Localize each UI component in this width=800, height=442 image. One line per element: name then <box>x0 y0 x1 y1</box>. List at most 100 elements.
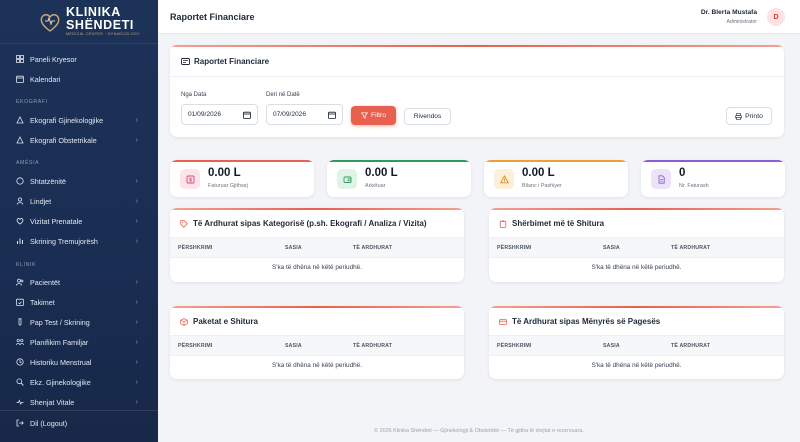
table-card-title: Të Ardhurat sipas Kategorisë (p.sh. Ekog… <box>193 219 427 228</box>
filter-button[interactable]: Filtro <box>351 106 396 125</box>
stat-card-total-billed: $ 0.00 L Faturuar Gjithsej <box>170 160 314 197</box>
sidebar-item-ekografi-obstetrikale[interactable]: Ekografi Obstetrikale › <box>0 131 158 149</box>
table-card-revenue-by-payment: Të Ardhurat sipas Mënyrës së Pagesës PËR… <box>489 306 784 379</box>
table-header-row: PËRSHKRIMI SASIA TË ARDHURAT <box>489 238 784 258</box>
column-header-quantity: SASIA <box>603 343 620 349</box>
calendar-icon[interactable] <box>243 111 251 119</box>
stat-label: Nr. Faturash <box>679 183 709 189</box>
table-card-header: Shërbimet më të Shitura <box>489 210 784 238</box>
column-header-quantity: SASIA <box>285 245 302 251</box>
sidebar-item-lindjet[interactable]: Lindjet › <box>0 192 158 210</box>
sidebar-item-label: Ekografi Obstetrikale <box>30 135 97 145</box>
printer-icon <box>735 112 742 120</box>
sidebar-item-label: Pap Test / Skrining <box>30 317 90 327</box>
package-icon <box>180 317 188 326</box>
sidebar-item-ekz-gjinekologjike[interactable]: Ekz. Gjinekologjike › <box>0 373 158 391</box>
sidebar-item-shtatzenite[interactable]: Shtatzënitë › <box>0 172 158 190</box>
sidebar-item-pap-test[interactable]: Pap Test / Skrining › <box>0 313 158 331</box>
table-header-row: PËRSHKRIMI SASIA TË ARDHURAT <box>489 336 784 356</box>
document-icon <box>651 169 671 189</box>
sidebar: KLINIKA SHËNDETI MEDICAL CENTER · GYNAEC… <box>0 0 158 442</box>
filter-card-header: Raportet Financiare <box>170 47 784 77</box>
sidebar-item-skrining-tremujoresh[interactable]: Skrining Tremujorësh › <box>0 232 158 250</box>
sidebar-item-label: Pacientët <box>30 277 60 287</box>
stat-value: 0.00 L <box>522 167 555 179</box>
column-header-revenue: TË ARDHURAT <box>671 245 711 251</box>
sidebar-item-label: Lindjet <box>30 196 52 206</box>
clipboard-icon <box>499 220 507 228</box>
sidebar-item-shenjat-vitale[interactable]: Shenjat Vitale › <box>0 393 158 411</box>
funnel-icon <box>360 112 368 119</box>
card-accent-bar <box>489 306 784 308</box>
sidebar-item-historiku-menstrual[interactable]: Historiku Menstrual › <box>0 353 158 371</box>
column-header-description: PËRSHKRIMI <box>178 343 213 349</box>
from-date-input[interactable]: 01/09/2026 <box>181 104 258 125</box>
reset-button[interactable]: Rivendos <box>404 108 451 125</box>
logout-label: Dil (Logout) <box>30 418 68 428</box>
svg-text:$: $ <box>189 177 192 183</box>
empty-state-message: S'ka të dhëna në këtë periudhë. <box>271 362 363 369</box>
logout-button[interactable]: Dil (Logout) <box>0 414 158 432</box>
history-icon <box>16 358 24 366</box>
table-card-header: Të Ardhurat sipas Mënyrës së Pagesës <box>489 308 784 336</box>
table-card-header: Të Ardhurat sipas Kategorisë (p.sh. Ekog… <box>170 210 464 238</box>
invoice-icon: $ <box>180 169 200 189</box>
sidebar-item-planifikim-familjar[interactable]: Planifikim Familjar › <box>0 333 158 351</box>
warning-icon <box>494 169 514 189</box>
ultrasound-icon <box>16 116 24 124</box>
column-header-quantity: SASIA <box>285 343 302 349</box>
brand-logo[interactable]: KLINIKA SHËNDETI MEDICAL CENTER · GYNAEC… <box>0 0 158 44</box>
chevron-right-icon: › <box>135 358 138 366</box>
family-planning-icon <box>16 338 24 346</box>
stat-accent-bar <box>641 160 785 162</box>
stat-card-invoice-count: 0 Nr. Faturash <box>641 160 785 197</box>
stat-accent-bar <box>327 160 471 162</box>
sidebar-item-ekografi-gjinekologjike[interactable]: Ekografi Gjinekologjike › <box>0 111 158 129</box>
avatar[interactable]: D <box>767 8 785 26</box>
table-card-title: Paketat e Shitura <box>193 317 258 326</box>
calendar-icon[interactable] <box>328 111 336 119</box>
sidebar-item-takimet[interactable]: Takimet › <box>0 293 158 311</box>
brand-title: KLINIKA SHËNDETI <box>66 5 135 32</box>
table-card-packages-sold: Paketat e Shitura PËRSHKRIMI SASIA TË AR… <box>170 306 464 379</box>
table-card-header: Paketat e Shitura <box>170 308 464 336</box>
sidebar-item-calendar[interactable]: Kalendari <box>0 70 158 88</box>
exam-icon <box>16 378 24 386</box>
sidebar-item-vizitat-prenatale[interactable]: Vizitat Prenatale › <box>0 212 158 230</box>
card-accent-bar <box>170 208 464 210</box>
filter-button-label: Filtro <box>370 112 387 119</box>
page-title: Raportet Financiare <box>170 12 255 22</box>
table-card-title: Të Ardhurat sipas Mënyrës së Pagesës <box>512 317 661 326</box>
sidebar-item-label: Historiku Menstrual <box>30 357 92 367</box>
chart-icon <box>16 237 24 245</box>
print-button[interactable]: Printo <box>726 107 772 125</box>
clinic-logo-icon <box>38 11 62 33</box>
section-label-amesia: AMËSIA <box>16 160 40 166</box>
sidebar-divider <box>0 410 158 411</box>
column-header-revenue: TË ARDHURAT <box>353 245 393 251</box>
to-date-input[interactable]: 07/09/2026 <box>266 104 343 125</box>
column-header-description: PËRSHKRIMI <box>497 245 532 251</box>
sidebar-item-label: Ekz. Gjinekologjike <box>30 377 91 387</box>
sidebar-item-label: Kalendari <box>30 74 61 84</box>
stat-value: 0 <box>679 167 686 179</box>
filter-card: Raportet Financiare <box>170 45 784 137</box>
table-card-title: Shërbimet më të Shitura <box>512 219 605 228</box>
column-header-revenue: TË ARDHURAT <box>671 343 711 349</box>
sidebar-item-dashboard[interactable]: Paneli Kryesor <box>0 50 158 68</box>
ultrasound-icon <box>16 136 24 144</box>
chevron-right-icon: › <box>135 116 138 124</box>
chevron-right-icon: › <box>135 298 138 306</box>
sidebar-item-pacientet[interactable]: Pacientët › <box>0 273 158 291</box>
chevron-right-icon: › <box>135 378 138 386</box>
pregnancy-icon <box>16 177 24 185</box>
table-card-top-services: Shërbimet më të Shitura PËRSHKRIMI SASIA… <box>489 208 784 282</box>
sidebar-item-label: Paneli Kryesor <box>30 54 77 64</box>
wallet-icon <box>337 169 357 189</box>
to-date-value: 07/09/2026 <box>273 111 307 118</box>
page-footer: © 2026 Klinika Shëndeti — Gjinekologji &… <box>374 428 584 434</box>
chevron-right-icon: › <box>135 197 138 205</box>
section-label-klinik: KLINIK <box>16 262 37 268</box>
chevron-right-icon: › <box>135 237 138 245</box>
tag-icon <box>180 219 188 228</box>
